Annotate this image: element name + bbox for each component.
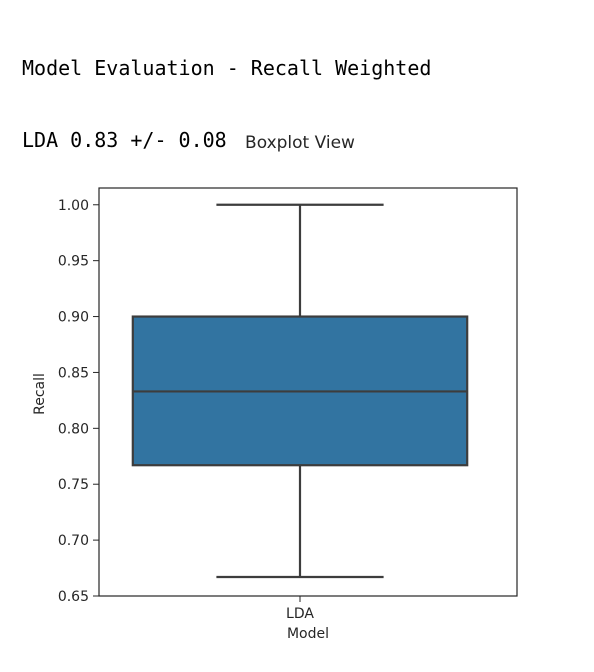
x-axis-label: Model [287, 626, 329, 642]
y-tick-label: 0.90 [58, 310, 89, 326]
chart-title: Boxplot View [245, 133, 355, 153]
y-tick-label: 0.70 [58, 533, 89, 549]
y-tick-label: 0.80 [58, 421, 89, 437]
y-tick-label: 0.95 [58, 254, 89, 270]
y-tick-label: 0.65 [58, 589, 89, 605]
console-output: Model Evaluation - Recall Weighted LDA 0… [22, 8, 431, 176]
plot-area-frame [98, 187, 518, 597]
box-group [131, 203, 469, 579]
y-axis: 0.65 0.70 0.75 0.80 0.85 0.90 0.95 1.00 [58, 198, 99, 605]
x-axis: LDA [286, 596, 314, 622]
y-tick-label: 0.85 [58, 365, 89, 381]
console-line-title: Model Evaluation - Recall Weighted [22, 56, 432, 80]
y-tick-label: 0.75 [58, 477, 89, 493]
x-tick-label: LDA [286, 606, 314, 622]
y-tick-label: 1.00 [58, 198, 89, 214]
console-line-score: LDA 0.83 +/- 0.08 [22, 128, 227, 152]
y-axis-label: Recall [32, 373, 48, 415]
